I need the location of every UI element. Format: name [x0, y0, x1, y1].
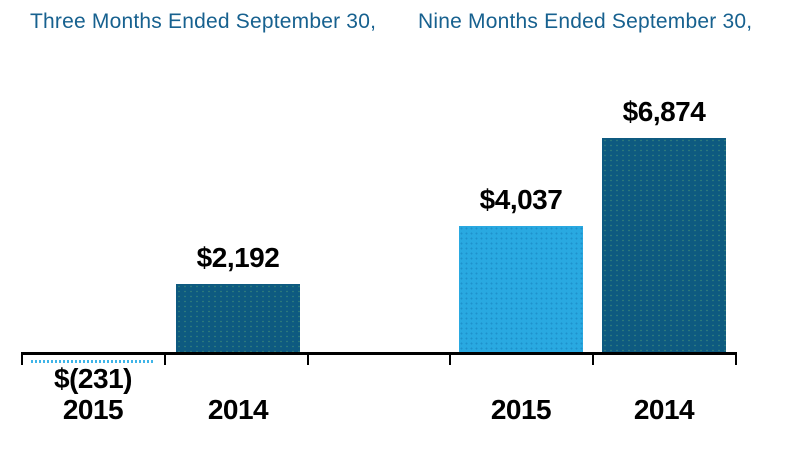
x-axis-tick	[21, 352, 23, 365]
x-axis-tick	[307, 352, 309, 365]
x-axis-tick	[592, 352, 594, 365]
x-axis-tick	[449, 352, 451, 365]
x-axis-tick	[735, 352, 737, 365]
bar-2014-nine-months	[602, 138, 726, 352]
value-label-2014-three-months: $2,192	[196, 242, 280, 273]
value-label-2014-nine-months: $6,874	[622, 96, 706, 127]
bar-group-nine-months-2014: $6,874 2014	[602, 0, 726, 449]
value-label-2015-three-months: $(231)	[54, 363, 132, 394]
header-three-months: Three Months Ended September 30,	[30, 10, 377, 33]
bar-2014-three-months	[176, 284, 300, 352]
year-label-2015-three-months: 2015	[62, 394, 124, 425]
bar-group-three-months-2014: $2,192 2014	[176, 0, 300, 449]
bar-group-three-months-2015: $(231) 2015	[31, 0, 155, 449]
bar-2015-nine-months	[459, 226, 583, 352]
year-label-2014-three-months: 2014	[207, 394, 269, 425]
bar-2015-three-months	[31, 360, 155, 363]
year-label-2014-nine-months: 2014	[633, 394, 695, 425]
bar-group-nine-months-2015: $4,037 2015	[459, 0, 583, 449]
year-label-2015-nine-months: 2015	[490, 394, 552, 425]
x-axis-line	[21, 352, 737, 355]
header-nine-months: Nine Months Ended September 30,	[418, 10, 753, 33]
x-axis-tick	[164, 352, 166, 365]
value-label-2015-nine-months: $4,037	[479, 184, 563, 215]
